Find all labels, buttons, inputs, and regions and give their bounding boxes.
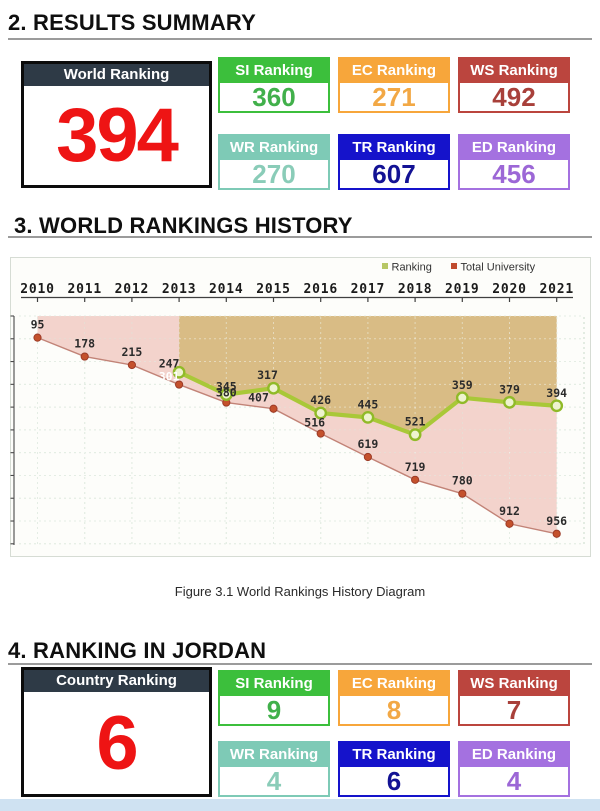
tr-ranking-label: TR Ranking xyxy=(340,743,448,767)
ed-ranking-value: 4 xyxy=(506,766,522,796)
wr-ranking-value: 4 xyxy=(266,766,282,796)
section-heading-ranking-in-jordan: 4. RANKING IN JORDAN xyxy=(8,638,267,663)
section-heading-results-summary: 2. RESULTS SUMMARY xyxy=(8,10,257,35)
si-ranking-value: 9 xyxy=(266,695,282,725)
ec-ranking-label: EC Ranking xyxy=(340,59,448,83)
wr-ranking-value: 270 xyxy=(252,159,296,189)
ws-ranking-value: 7 xyxy=(506,695,522,725)
ed-ranking-label: ED Ranking xyxy=(460,136,568,160)
si-ranking-label: SI Ranking xyxy=(220,59,328,83)
tr-ranking-value: 607 xyxy=(372,159,416,189)
tr-ranking-jordan-card: TR Ranking 6 xyxy=(338,741,450,797)
si-ranking-jordan-card: SI Ranking 9 xyxy=(218,670,330,726)
svg-text:780: 780 xyxy=(452,474,473,488)
section-divider xyxy=(8,663,592,665)
ec-ranking-card: EC Ranking 271 xyxy=(338,57,450,113)
svg-text:719: 719 xyxy=(405,460,426,474)
svg-text:2014: 2014 xyxy=(209,282,244,297)
world-rankings-history-chart: 2010 2011 2012 2013 2014 2015 2016 2017 2018 2019… xyxy=(10,262,585,545)
svg-text:317: 317 xyxy=(257,368,278,382)
world-rankings-history-chart-card: 2010 2011 2012 2013 2014 2015 2016 2017 2018 2019… xyxy=(10,257,591,557)
si-ranking-card: SI Ranking 360 xyxy=(218,57,330,113)
svg-text:521: 521 xyxy=(405,415,426,429)
svg-text:345: 345 xyxy=(216,380,237,394)
wr-ranking-label: WR Ranking xyxy=(220,743,328,767)
ec-ranking-label: EC Ranking xyxy=(340,672,448,696)
svg-text:2018: 2018 xyxy=(398,282,433,297)
svg-text:912: 912 xyxy=(499,504,520,518)
svg-text:2019: 2019 xyxy=(445,282,480,297)
horizontal-scrollbar[interactable] xyxy=(0,799,600,811)
svg-text:359: 359 xyxy=(452,378,473,392)
ws-ranking-label: WS Ranking xyxy=(460,59,568,83)
country-ranking-card: Country Ranking 6 xyxy=(21,667,212,797)
svg-text:445: 445 xyxy=(358,397,379,411)
svg-text:2015: 2015 xyxy=(256,282,291,297)
world-ranking-value: 394 xyxy=(56,93,179,178)
tr-ranking-card: TR Ranking 607 xyxy=(338,134,450,190)
svg-text:2013: 2013 xyxy=(162,282,197,297)
country-ranking-card-header: Country Ranking xyxy=(24,670,209,692)
ws-ranking-label: WS Ranking xyxy=(460,672,568,696)
svg-text:Total University: Total University xyxy=(461,262,536,274)
svg-text:Ranking: Ranking xyxy=(392,262,432,274)
svg-text:2021: 2021 xyxy=(539,282,574,297)
svg-text:2011: 2011 xyxy=(67,282,102,297)
svg-text:2020: 2020 xyxy=(492,282,527,297)
ec-ranking-jordan-card: EC Ranking 8 xyxy=(338,670,450,726)
svg-text:2010: 2010 xyxy=(20,282,55,297)
svg-text:247: 247 xyxy=(159,356,180,370)
ed-ranking-label: ED Ranking xyxy=(460,743,568,767)
section-divider xyxy=(8,38,592,40)
svg-text:2012: 2012 xyxy=(115,282,150,297)
svg-text:215: 215 xyxy=(122,345,143,359)
ws-ranking-value: 492 xyxy=(492,82,536,112)
world-ranking-card-header: World Ranking xyxy=(24,64,209,86)
svg-text:2017: 2017 xyxy=(351,282,386,297)
ws-ranking-card: WS Ranking 492 xyxy=(458,57,570,113)
section-divider xyxy=(8,236,592,238)
figure-caption: Figure 3.1 World Rankings History Diagra… xyxy=(174,584,426,599)
ed-ranking-card: ED Ranking 456 xyxy=(458,134,570,190)
wr-ranking-label: WR Ranking xyxy=(220,136,328,160)
ec-ranking-value: 271 xyxy=(372,82,416,112)
svg-text:380: 380 xyxy=(216,386,237,400)
ed-ranking-value: 456 xyxy=(492,159,536,189)
tr-ranking-label: TR Ranking xyxy=(340,136,448,160)
section-heading-rankings-history: 3. WORLD RANKINGS HISTORY xyxy=(14,213,353,238)
svg-text:407: 407 xyxy=(248,391,269,405)
si-ranking-label: SI Ranking xyxy=(220,672,328,696)
ws-ranking-jordan-card: WS Ranking 7 xyxy=(458,670,570,726)
svg-text:394: 394 xyxy=(546,386,567,400)
svg-text:426: 426 xyxy=(310,393,331,407)
svg-text:956: 956 xyxy=(546,514,567,528)
ed-ranking-jordan-card: ED Ranking 4 xyxy=(458,741,570,797)
svg-text:516: 516 xyxy=(304,416,325,430)
world-ranking-card: World Ranking 394 xyxy=(21,61,212,188)
svg-text:95: 95 xyxy=(31,318,45,332)
ec-ranking-value: 8 xyxy=(386,695,402,725)
country-ranking-value: 6 xyxy=(96,700,138,786)
svg-text:178: 178 xyxy=(74,337,95,351)
svg-text:301: 301 xyxy=(159,370,180,384)
svg-text:379: 379 xyxy=(499,382,520,396)
tr-ranking-value: 6 xyxy=(386,766,402,796)
svg-text:2016: 2016 xyxy=(303,282,338,297)
wr-ranking-jordan-card: WR Ranking 4 xyxy=(218,741,330,797)
svg-text:619: 619 xyxy=(358,437,379,451)
wr-ranking-card: WR Ranking 270 xyxy=(218,134,330,190)
si-ranking-value: 360 xyxy=(252,82,296,112)
